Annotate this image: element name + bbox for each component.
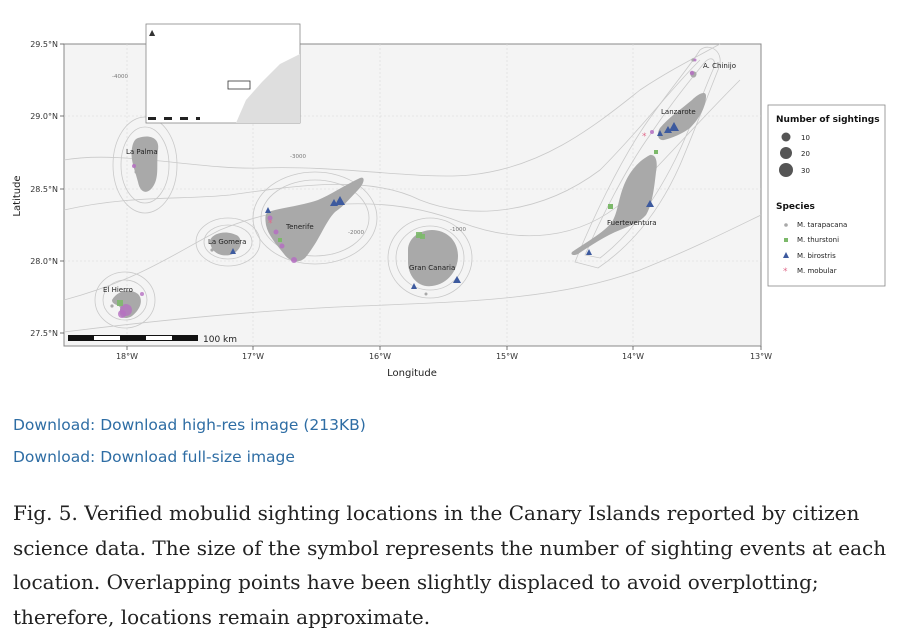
legend-size-label: 20 bbox=[801, 150, 810, 158]
sighting-marker bbox=[140, 292, 144, 296]
sighting-marker bbox=[291, 257, 297, 263]
legend-species-label: M. tarapacana bbox=[797, 221, 847, 229]
island-label-chinijo: A. Chinijo bbox=[703, 62, 736, 70]
sighting-marker bbox=[420, 234, 425, 239]
sighting-marker bbox=[273, 229, 279, 235]
x-axis-title: Longitude bbox=[387, 368, 437, 379]
legend-species-label: M. birostris bbox=[797, 252, 836, 260]
sighting-marker bbox=[118, 310, 126, 318]
y-axis-title: Latitude bbox=[12, 175, 23, 216]
sighting-marker: * bbox=[642, 132, 647, 142]
legend-size-marker bbox=[780, 147, 792, 159]
sighting-marker bbox=[117, 300, 123, 306]
legend-size-label: 10 bbox=[801, 134, 810, 142]
legend-species-label: M. thurstoni bbox=[797, 236, 839, 244]
sighting-marker bbox=[110, 304, 114, 308]
figure-map: -4000 -3000 -2000 -1000 La Palma El Hier… bbox=[12, 23, 886, 379]
island-label-la-gomera: La Gomera bbox=[208, 238, 246, 246]
lon-tick-label: 15°W bbox=[496, 352, 518, 361]
sighting-marker bbox=[424, 292, 428, 296]
lon-tick-label: 17°W bbox=[242, 352, 264, 361]
sighting-markers: * * bbox=[110, 58, 697, 318]
sighting-marker bbox=[689, 70, 695, 76]
legend-species-label: M. mobular bbox=[797, 267, 837, 275]
depth-label-4000: -4000 bbox=[112, 74, 128, 80]
sighting-marker bbox=[132, 164, 136, 168]
fuerteventura-island bbox=[571, 154, 657, 256]
figure-caption: Fig. 5. Verified mobulid sighting locati… bbox=[13, 501, 887, 629]
sighting-marker bbox=[657, 130, 663, 136]
islands bbox=[112, 58, 706, 318]
sighting-marker bbox=[608, 204, 613, 209]
sighting-marker bbox=[646, 200, 654, 207]
gran-canaria-island bbox=[408, 230, 458, 287]
island-label-la-palma: La Palma bbox=[126, 148, 158, 156]
legend-species-marker bbox=[784, 223, 788, 227]
sighting-marker bbox=[654, 150, 658, 154]
sighting-marker bbox=[416, 232, 422, 238]
sighting-marker bbox=[586, 249, 592, 255]
sighting-marker bbox=[330, 199, 338, 206]
sighting-marker bbox=[335, 196, 345, 205]
island-label-el-hierro: El Hierro bbox=[103, 286, 133, 294]
lat-tick-label: 29.0°N bbox=[30, 112, 58, 121]
legend: Number of sightings 10 20 30 Species * M… bbox=[767, 104, 886, 287]
legend-size-marker bbox=[779, 163, 793, 177]
island-label-gran-canaria: Gran Canaria bbox=[409, 264, 455, 272]
axis-ticks bbox=[60, 43, 762, 350]
legend-size-marker bbox=[781, 132, 791, 142]
lon-tick-label: 13°W bbox=[750, 352, 772, 361]
lon-tick-label: 16°W bbox=[369, 352, 391, 361]
sighting-marker bbox=[267, 215, 273, 221]
legend-size-label: 30 bbox=[801, 167, 810, 175]
depth-label-2000: -2000 bbox=[348, 230, 364, 236]
north-arrow-icon: ▲ bbox=[149, 28, 156, 37]
lanzarote-island bbox=[657, 93, 706, 141]
sighting-marker bbox=[650, 130, 654, 134]
depth-label-3000: -3000 bbox=[290, 154, 306, 160]
lon-tick-label: 18°W bbox=[116, 352, 138, 361]
legend-size-title: Number of sightings bbox=[776, 115, 880, 125]
lat-tick-label: 29.5°N bbox=[30, 40, 58, 49]
lon-tick-label: 14°W bbox=[622, 352, 644, 361]
download-fullsize-link[interactable]: Download: Download full-size image bbox=[13, 448, 295, 466]
scale-bar: 100 km bbox=[68, 335, 237, 345]
legend-species-title: Species bbox=[776, 202, 815, 212]
sighting-marker bbox=[693, 58, 697, 62]
sighting-marker bbox=[265, 207, 271, 213]
island-label-lanzarote: Lanzarote bbox=[661, 108, 696, 116]
depth-label-1000: -1000 bbox=[450, 227, 466, 233]
download-highres-link[interactable]: Download: Download high-res image (213KB… bbox=[13, 416, 366, 434]
lat-tick-label: 28.0°N bbox=[30, 257, 58, 266]
sighting-marker bbox=[230, 248, 236, 254]
sighting-marker bbox=[278, 238, 282, 242]
sighting-marker bbox=[453, 276, 461, 283]
scale-bar-label: 100 km bbox=[203, 335, 237, 345]
sighting-marker bbox=[210, 248, 214, 252]
sighting-marker bbox=[411, 283, 417, 289]
sighting-marker bbox=[664, 126, 672, 133]
lat-tick-label: 27.5°N bbox=[30, 329, 58, 338]
legend-species-marker bbox=[783, 252, 789, 258]
sighting-marker bbox=[669, 122, 679, 131]
inset-map: ▲ bbox=[145, 23, 301, 124]
lat-tick-label: 28.5°N bbox=[30, 185, 58, 194]
sighting-marker: * bbox=[268, 219, 273, 229]
island-label-fuerteventura: Fuerteventura bbox=[607, 219, 657, 227]
legend-species-marker bbox=[784, 238, 788, 242]
island-label-tenerife: Tenerife bbox=[285, 223, 314, 231]
sighting-marker bbox=[134, 170, 138, 174]
sighting-marker bbox=[279, 243, 285, 249]
legend-species-marker: * bbox=[783, 267, 788, 277]
la-palma-island bbox=[131, 136, 159, 192]
